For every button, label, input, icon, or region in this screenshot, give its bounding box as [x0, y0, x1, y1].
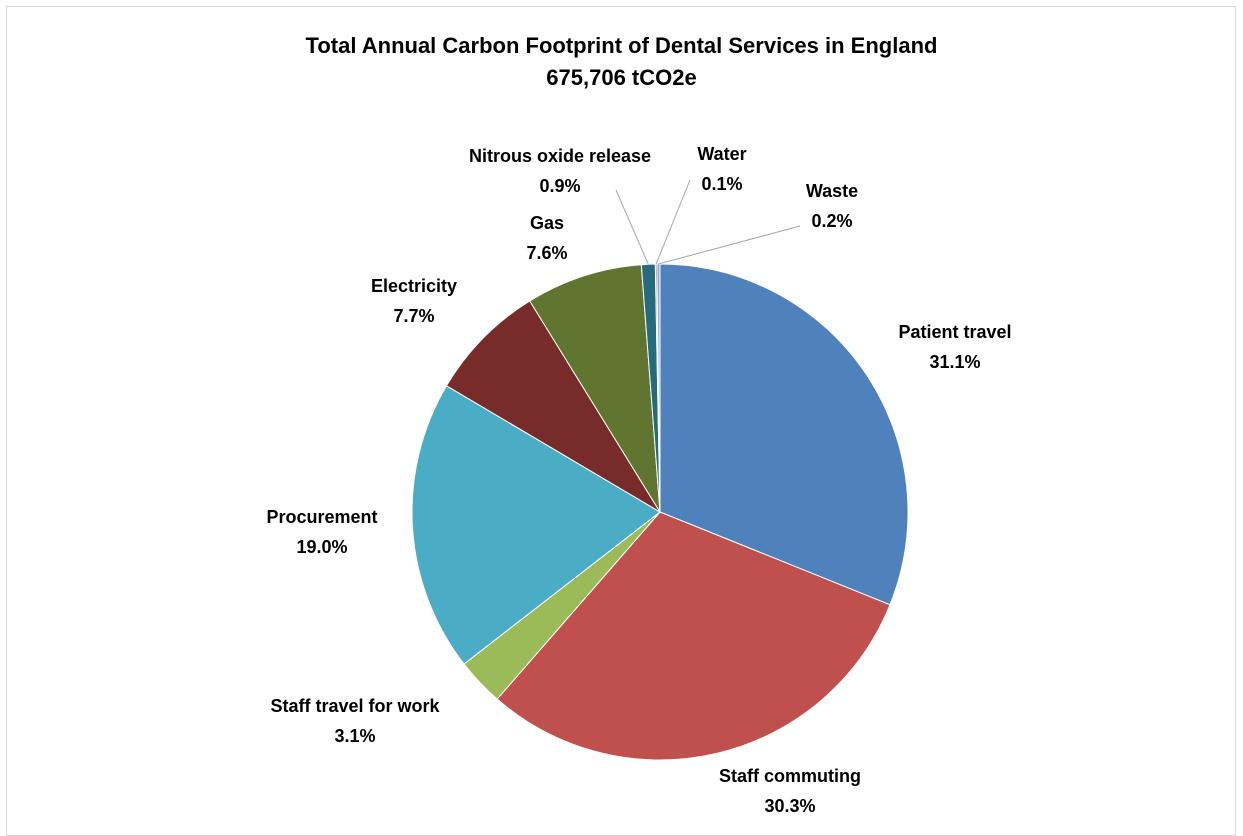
- chart-title-block: Total Annual Carbon Footprint of Dental …: [0, 30, 1243, 94]
- label-staff-travel-for-work: Staff travel for work: [270, 696, 440, 716]
- label-waste: Waste: [806, 181, 858, 201]
- slice-gas: [529, 264, 661, 513]
- pie-chart: Patient travel 31.1% Staff commuting 30.3% S…: [266, 144, 1011, 816]
- label-water: Water: [697, 144, 746, 164]
- pie-slices: [411, 263, 909, 761]
- value-staff-commuting: 30.3%: [764, 796, 815, 816]
- value-electricity: 7.7%: [393, 306, 434, 326]
- slice-labels: Patient travel 31.1% Staff commuting 30.3% S…: [266, 144, 1011, 816]
- chart-title: Total Annual Carbon Footprint of Dental …: [305, 33, 938, 58]
- value-waste: 0.2%: [811, 211, 852, 231]
- label-gas: Gas: [530, 213, 564, 233]
- label-nitrous-oxide-release: Nitrous oxide release: [469, 146, 651, 166]
- value-gas: 7.6%: [526, 243, 567, 263]
- leader-line-waste: [658, 225, 801, 265]
- label-electricity: Electricity: [371, 276, 457, 296]
- label-procurement: Procurement: [266, 507, 377, 527]
- value-patient-travel: 31.1%: [929, 352, 980, 372]
- leader-line-nitrous-oxide-release: [615, 189, 649, 265]
- leader-lines: [615, 179, 801, 265]
- chart-subtitle: 675,706 tCO2e: [546, 65, 697, 90]
- label-patient-travel: Patient travel: [898, 322, 1011, 342]
- slice-procurement: [411, 385, 661, 665]
- label-staff-commuting: Staff commuting: [719, 766, 861, 786]
- value-nitrous-oxide-release: 0.9%: [539, 176, 580, 196]
- value-staff-travel-for-work: 3.1%: [334, 726, 375, 746]
- value-procurement: 19.0%: [296, 537, 347, 557]
- value-water: 0.1%: [701, 174, 742, 194]
- slice-staff-commuting: [496, 511, 891, 761]
- slice-electricity: [445, 300, 661, 513]
- leader-line-water: [655, 179, 691, 265]
- slice-patient-travel: [659, 263, 909, 606]
